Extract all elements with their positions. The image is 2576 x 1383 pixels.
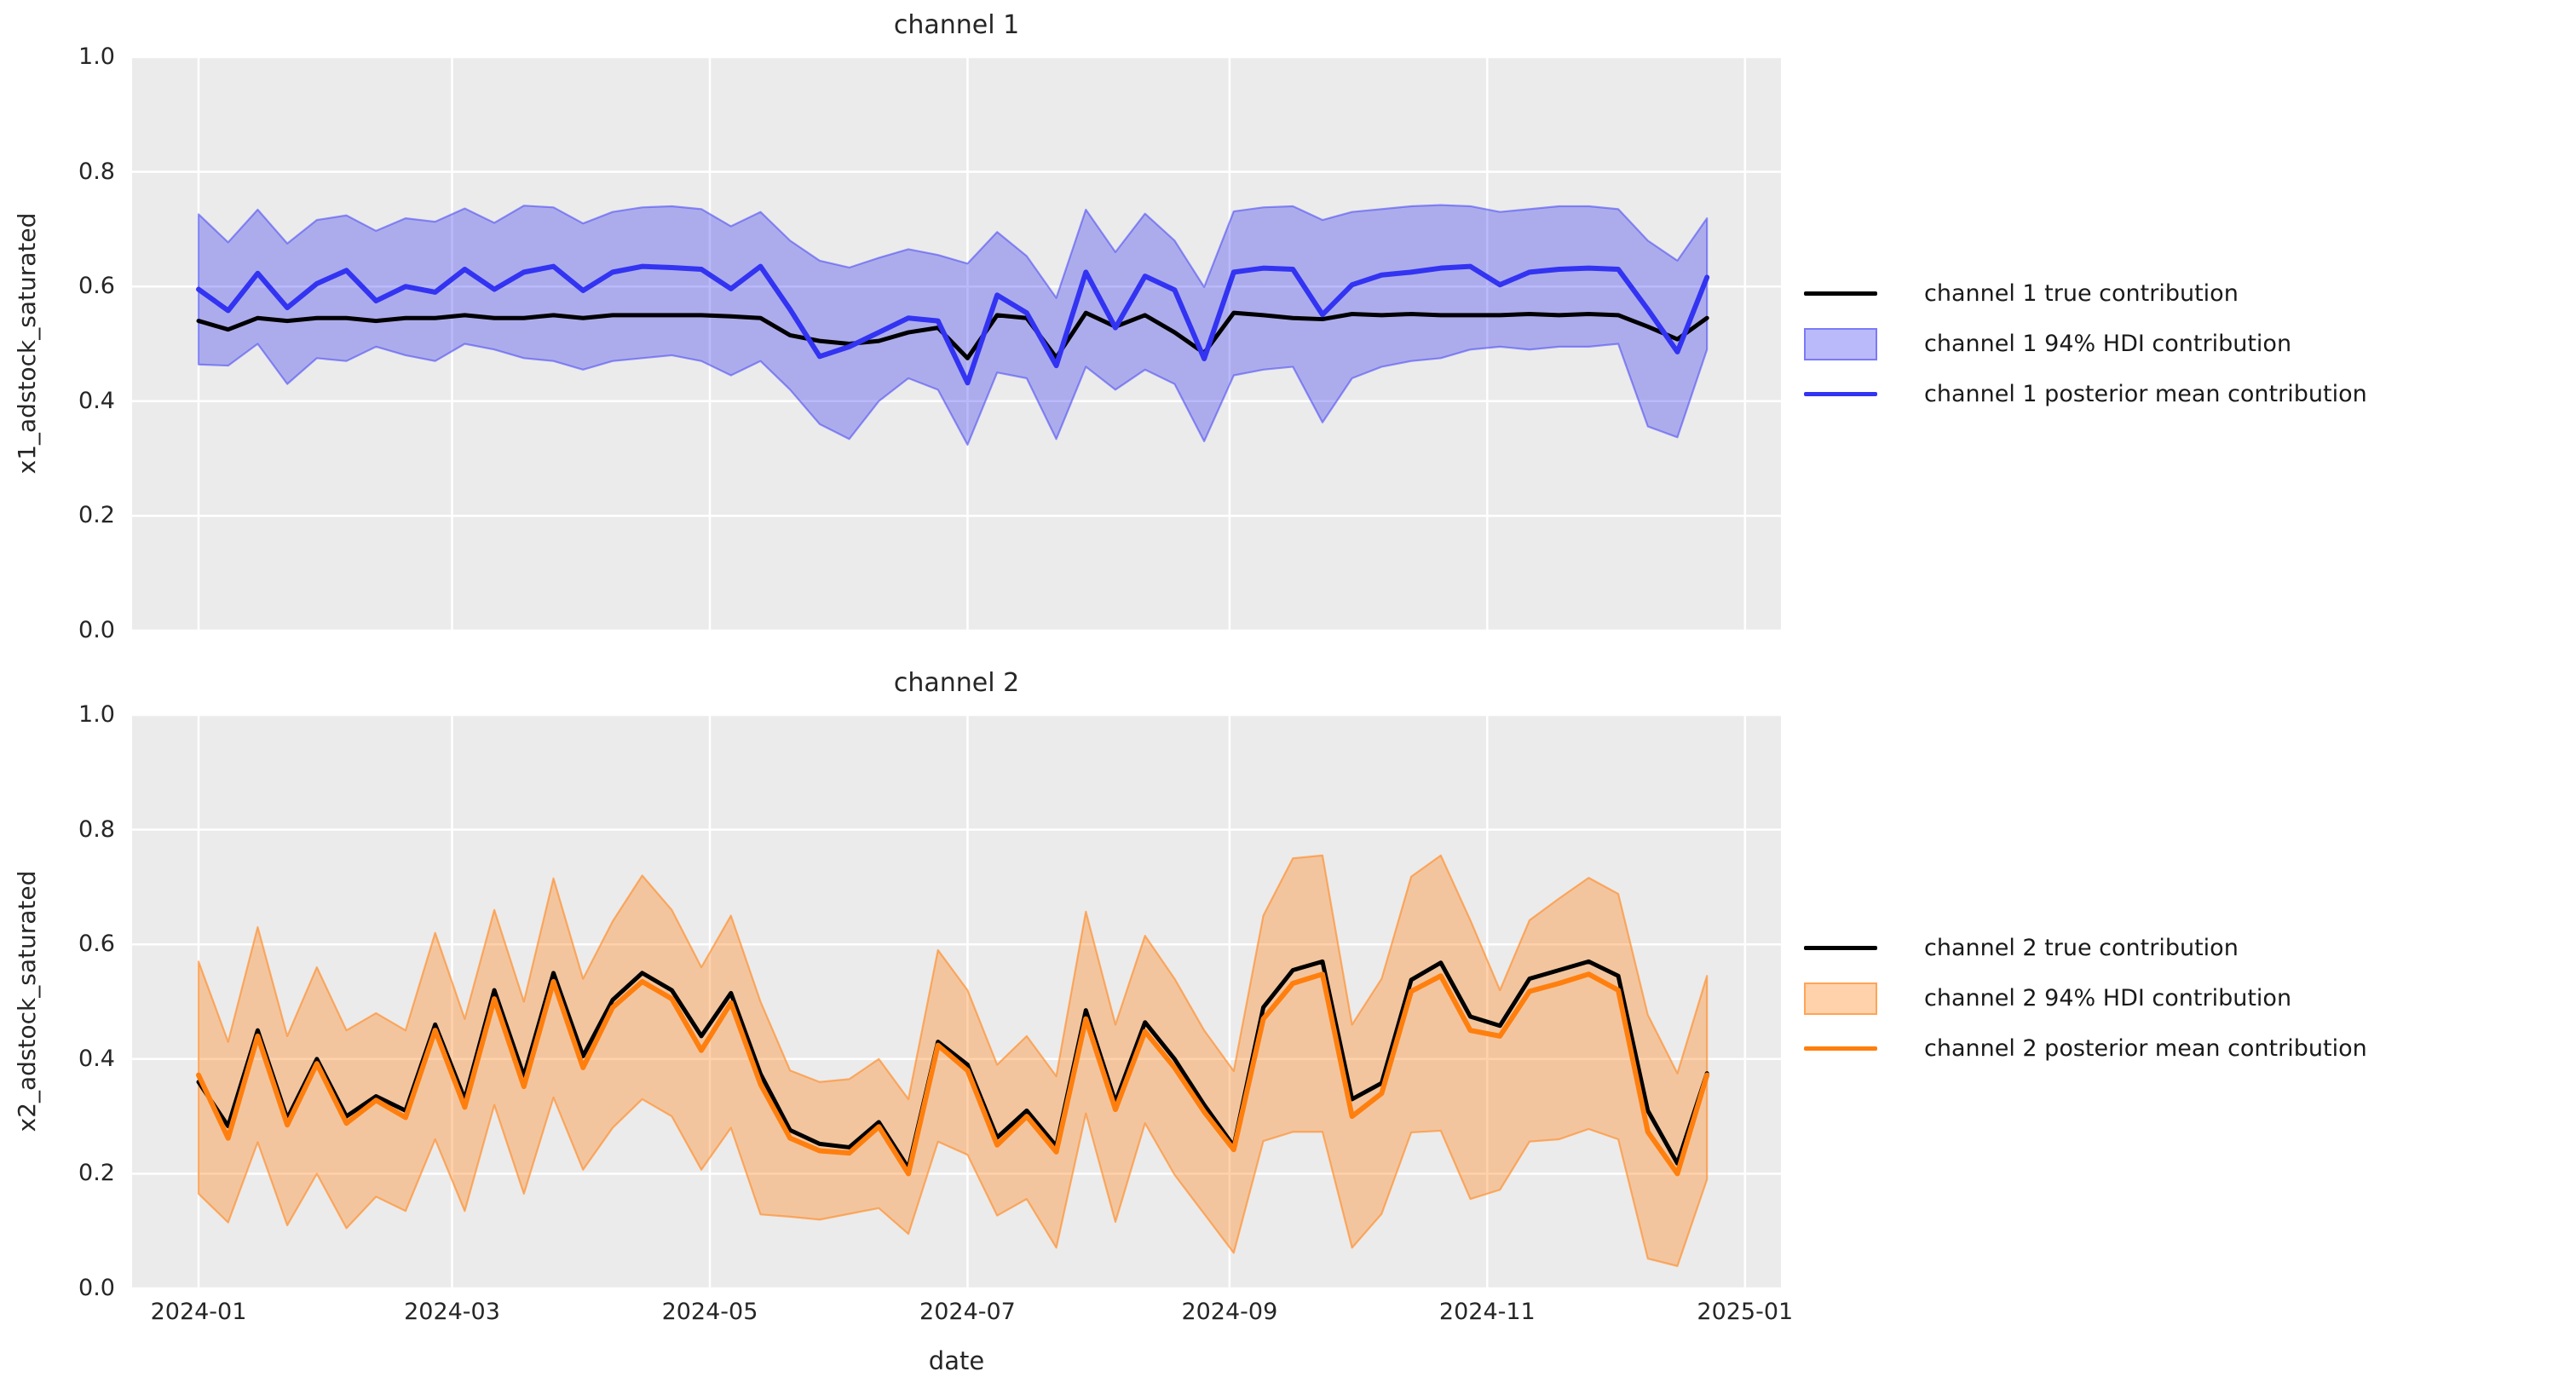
legend-swatch-box [1789,327,1892,360]
legend-item: channel 1 true contribution [1789,268,2367,319]
x-tick-label: 2024-05 [661,1299,758,1325]
y-tick-label: 0.4 [78,387,115,414]
y-tick-label: 0.6 [78,273,115,300]
legend-label: channel 1 94% HDI contribution [1924,331,2292,357]
y-tick-label: 0.6 [78,931,115,958]
chart2-y-axis-label: x2_adstock_saturated [13,870,41,1132]
y-tick-label: 0.0 [78,1275,115,1301]
true-contribution-line [196,310,1709,360]
legend-label: channel 1 posterior mean contribution [1924,381,2367,407]
x-tick-label: 2024-03 [404,1299,500,1325]
legend-swatch-box [1789,982,1892,1015]
x-tick-label: 2024-09 [1181,1299,1278,1325]
panel-background [132,715,1781,1288]
legend-item: channel 2 true contribution [1789,923,2367,973]
x-axis-label: date [928,1346,985,1375]
legend-swatch-box [1789,291,1892,296]
legend-swatch-box [1789,1046,1892,1051]
chart1-title: channel 1 [893,10,1020,40]
posterior-mean-line [196,263,1710,386]
legend-label: channel 2 posterior mean contribution [1924,1035,2367,1062]
legend-line-swatch [1804,946,1877,950]
posterior-mean-line [196,971,1710,1177]
hdi-band [197,204,1709,447]
y-tick-label: 0.8 [78,158,115,185]
legend-item: channel 1 94% HDI contribution [1789,319,2367,369]
y-tick-label: 0.2 [78,1160,115,1187]
legend-label: channel 1 true contribution [1924,280,2239,307]
legend-item: channel 1 posterior mean contribution [1789,369,2367,419]
y-tick-label: 0.8 [78,815,115,843]
y-tick-label: 0.2 [78,502,115,529]
y-tick-label: 0.4 [78,1045,115,1072]
x-tick-label: 2024-01 [150,1299,247,1325]
legend-swatch-box [1789,946,1892,950]
chart2-title: channel 2 [893,668,1020,698]
chart2-legend: channel 2 true contribution channel 2 94%… [1789,923,2367,1074]
y-tick-label: 1.0 [78,701,115,728]
channel-1-plot-area [132,57,1781,631]
x-tick-label: 2024-11 [1438,1299,1536,1325]
legend-item: channel 2 posterior mean contribution [1789,1023,2367,1074]
legend-patch-swatch [1804,982,1877,1015]
legend-patch-swatch [1804,327,1877,360]
legend-swatch-box [1789,392,1892,396]
x-tick-label: 2025-01 [1697,1299,1794,1325]
y-tick-label: 0.0 [78,617,115,643]
chart1-y-axis-label: x1_adstock_saturated [13,212,41,475]
x-tick-label: 2024-07 [919,1299,1016,1325]
legend-label: channel 2 94% HDI contribution [1924,985,2292,1011]
y-tick-label: 1.0 [78,43,115,70]
channel-2-plot-area [132,715,1781,1288]
legend-line-swatch [1804,392,1877,396]
legend-line-swatch [1804,291,1877,296]
legend-line-swatch [1804,1046,1877,1051]
legend-label: channel 2 true contribution [1924,935,2239,961]
legend-item: channel 2 94% HDI contribution [1789,973,2367,1023]
chart1-legend: channel 1 true contribution channel 1 94%… [1789,268,2367,419]
